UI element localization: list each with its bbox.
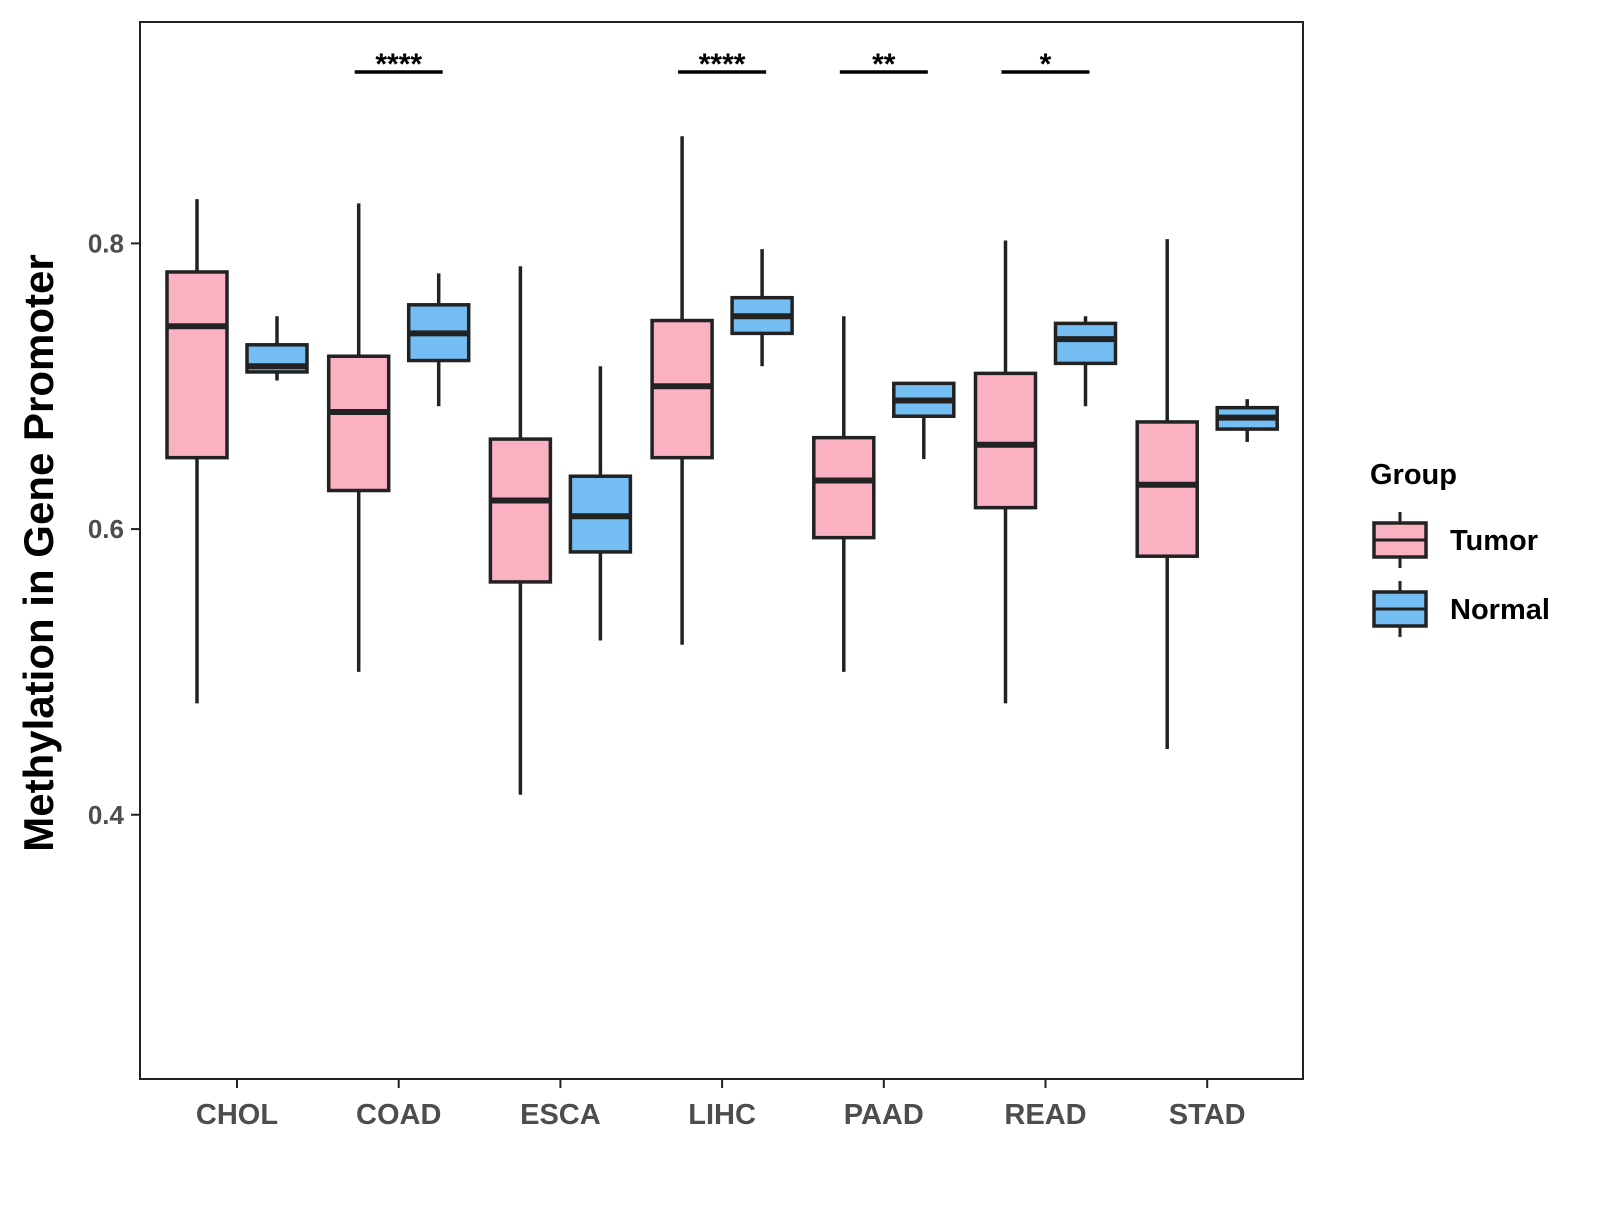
box-tumor-esca bbox=[488, 266, 553, 795]
x-tick-label: LIHC bbox=[688, 1099, 756, 1131]
y-tick-label: 0.4 bbox=[88, 800, 125, 830]
box-normal-paad bbox=[892, 381, 956, 460]
x-tick-label: CHOL bbox=[196, 1099, 278, 1131]
y-tick-label: 0.6 bbox=[88, 514, 124, 544]
box-iqr bbox=[165, 270, 229, 460]
x-tick-label: ESCA bbox=[520, 1099, 601, 1131]
legend-label: Tumor bbox=[1450, 525, 1538, 557]
box-iqr bbox=[1053, 321, 1118, 366]
legend: Group Tumor Normal bbox=[1370, 459, 1550, 637]
y-axis: 0.4 0.6 0.8 bbox=[88, 228, 140, 830]
y-axis-title: Methylation in Gene Promoter bbox=[15, 254, 62, 851]
box-tumor-paad bbox=[812, 316, 876, 672]
plot-panel bbox=[139, 21, 1304, 1080]
significance-label: ** bbox=[872, 48, 896, 81]
legend-label: Normal bbox=[1450, 594, 1550, 626]
legend-key-tumor bbox=[1372, 512, 1428, 568]
box-normal-coad bbox=[406, 273, 471, 407]
box-normal-esca bbox=[568, 366, 633, 641]
box-iqr bbox=[973, 371, 1038, 510]
significance-label: **** bbox=[699, 48, 746, 81]
box-iqr bbox=[326, 354, 391, 493]
box-tumor-stad bbox=[1135, 239, 1199, 750]
box-tumor-lihc bbox=[650, 136, 714, 645]
x-tick-label: STAD bbox=[1169, 1099, 1246, 1131]
x-axis: CHOL COAD ESCA LIHC PAAD READ STAD bbox=[196, 1079, 1246, 1131]
x-tick-label: COAD bbox=[356, 1099, 441, 1131]
x-tick-label: READ bbox=[1004, 1099, 1086, 1131]
legend-title: Group bbox=[1370, 459, 1457, 491]
box-tumor-read bbox=[973, 240, 1038, 704]
significance-label: * bbox=[1040, 48, 1052, 81]
y-tick-label: 0.8 bbox=[88, 228, 124, 258]
box-iqr bbox=[812, 435, 876, 540]
box-normal-chol bbox=[245, 316, 309, 381]
legend-key-normal bbox=[1372, 581, 1428, 637]
box-iqr bbox=[1135, 420, 1199, 558]
significance-label: **** bbox=[375, 48, 422, 81]
box-normal-stad bbox=[1215, 399, 1279, 442]
box-tumor-chol bbox=[165, 199, 229, 704]
box-normal-lihc bbox=[730, 249, 794, 367]
box-iqr bbox=[488, 437, 553, 584]
significance-annotations: **** **** ** * bbox=[354, 48, 1090, 81]
x-tick-label: PAAD bbox=[844, 1099, 924, 1131]
box-group bbox=[165, 136, 1279, 795]
box-normal-read bbox=[1053, 316, 1118, 407]
box-tumor-coad bbox=[326, 203, 391, 672]
